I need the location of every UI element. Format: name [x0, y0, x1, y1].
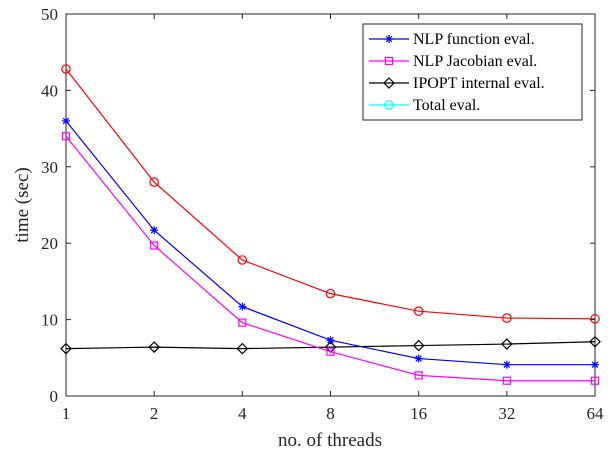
data-point: [591, 360, 599, 369]
series-4: [61, 64, 600, 324]
data-point: [502, 360, 511, 369]
series-2: [60, 335, 601, 355]
series-line: [65, 135, 595, 382]
x-tick-label: 4: [238, 404, 247, 423]
data-point: [590, 376, 600, 385]
data-point: [150, 226, 159, 235]
y-tick-label: 20: [41, 234, 58, 253]
data-point: [61, 132, 71, 141]
legend: NLP function eval. NLP Jacobian eval. IPOP…: [362, 23, 583, 121]
y-tick-label: 30: [41, 158, 58, 177]
series-0: [62, 116, 599, 369]
legend-label: Total eval.: [413, 97, 480, 114]
legend-item: Total eval.: [369, 97, 480, 114]
y-tick-label: 40: [41, 81, 58, 100]
legend-box: [362, 23, 583, 121]
series-1: [61, 132, 600, 385]
x-axis-title: no. of threads: [278, 430, 382, 451]
x-tick-label: 2: [150, 404, 159, 423]
series-line: [65, 68, 596, 320]
data-point: [148, 341, 161, 353]
x-tick-label: 16: [410, 404, 427, 423]
data-point: [502, 313, 512, 323]
data-point: [326, 347, 335, 356]
data-point: [149, 177, 159, 187]
y-tick-label: 0: [50, 387, 59, 406]
y-axis-title: time (sec): [12, 167, 33, 242]
data-point: [236, 342, 249, 355]
data-point: [62, 116, 70, 125]
y-tick-label: 10: [41, 311, 58, 330]
data-point: [326, 336, 335, 345]
series-line: [65, 341, 596, 350]
x-tick-label: 64: [587, 404, 605, 423]
data-point: [237, 255, 248, 265]
x-tick-label: 1: [62, 404, 71, 423]
axis-layer: 0 10 20 30 40 50 1 2 4 8 16 32 64: [41, 5, 604, 423]
series-layer: [60, 64, 601, 385]
data-point: [502, 376, 511, 385]
data-point: [413, 306, 424, 316]
x-tick-label: 32: [498, 404, 515, 423]
y-tick-label: 50: [41, 5, 58, 24]
legend-item: IPOPT internal eval.: [369, 75, 545, 92]
data-point: [238, 302, 247, 311]
data-point: [150, 241, 159, 250]
legend-marker: [385, 35, 393, 43]
data-point: [414, 371, 423, 380]
legend-marker: [384, 56, 394, 66]
data-point: [325, 288, 336, 299]
data-point: [61, 64, 71, 74]
legend-label: NLP Jacobian eval.: [413, 53, 537, 70]
legend-label: NLP function eval.: [413, 31, 535, 48]
legend-item: NLP function eval.: [369, 31, 535, 48]
data-point: [412, 339, 425, 352]
data-point: [590, 314, 600, 324]
data-point: [238, 318, 247, 327]
legend-marker: [384, 100, 394, 110]
data-point: [60, 342, 72, 355]
data-point: [589, 335, 601, 348]
legend-label: IPOPT internal eval.: [413, 75, 545, 92]
legend-marker: [383, 77, 395, 89]
data-point: [500, 338, 513, 350]
legend-item: NLP Jacobian eval.: [369, 53, 537, 70]
data-point: [414, 354, 423, 363]
x-tick-label: 8: [326, 404, 335, 423]
